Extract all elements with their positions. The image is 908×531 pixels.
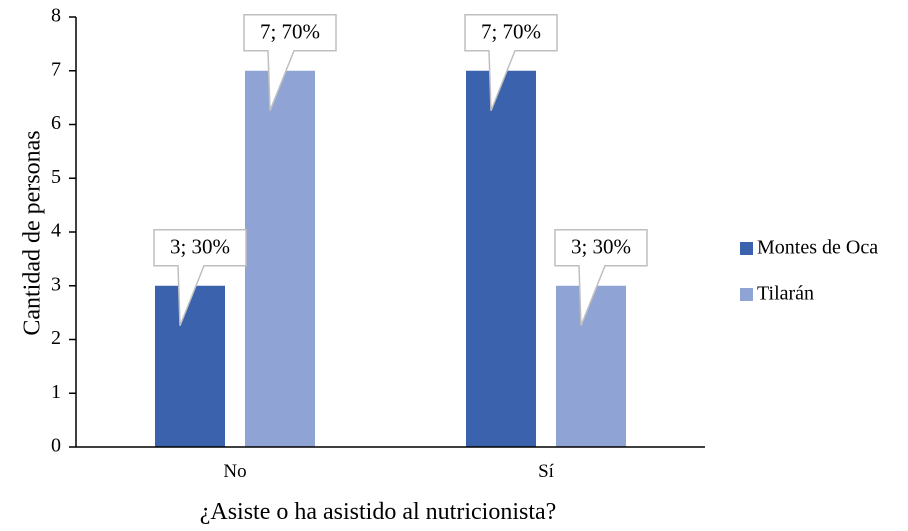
x-category-label: Sí <box>538 461 555 482</box>
data-label: 3; 30% <box>170 235 230 259</box>
y-tick-label: 6 <box>51 112 61 134</box>
bar <box>556 285 626 447</box>
legend-label: Montes de Oca <box>757 237 878 259</box>
legend: Montes de Oca Tilarán <box>740 237 878 305</box>
legend-swatch <box>740 288 753 301</box>
y-axis-label: Cantidad de personas <box>20 130 46 335</box>
y-tick-label: 1 <box>51 381 61 403</box>
bar <box>245 70 315 447</box>
bars <box>155 70 626 447</box>
y-tick-label: 8 <box>51 5 61 27</box>
data-label-callout <box>464 14 558 112</box>
x-category-label: No <box>223 461 246 482</box>
data-label-callout <box>554 229 648 327</box>
data-label: 3; 30% <box>571 235 631 259</box>
y-tick-label: 0 <box>51 435 61 457</box>
y-tick-label: 2 <box>51 327 61 349</box>
y-tick-label: 4 <box>51 220 61 242</box>
data-labels: 3; 30% 7; 70% 7; 70% 3; 30% <box>153 14 648 327</box>
y-tick-label: 3 <box>51 273 61 295</box>
legend-label: Tilarán <box>757 283 814 305</box>
x-axis-categories: No Sí <box>223 461 554 482</box>
y-tick-label: 7 <box>51 58 61 80</box>
x-axis-label: ¿Asiste o ha asistido al nutricionista? <box>200 499 557 525</box>
data-label: 7; 70% <box>260 20 320 44</box>
data-label: 7; 70% <box>481 20 541 44</box>
bar <box>155 285 225 447</box>
data-label-callout <box>153 229 247 327</box>
bar <box>466 70 536 447</box>
y-axis-ticks: 0 1 2 3 4 5 6 7 8 <box>51 5 61 457</box>
data-label-callout <box>243 14 337 112</box>
legend-swatch <box>740 242 753 255</box>
y-tick-label: 5 <box>51 166 61 188</box>
axes <box>69 16 705 448</box>
